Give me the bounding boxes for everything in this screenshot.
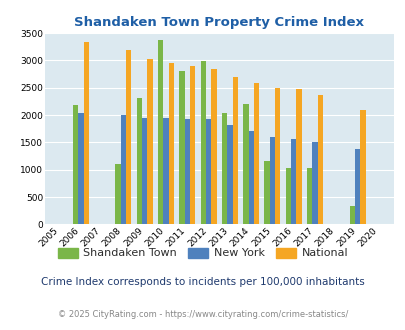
Bar <box>227 125 232 224</box>
Bar <box>317 95 322 224</box>
Bar <box>190 66 195 224</box>
Bar <box>115 164 120 224</box>
Bar <box>158 40 163 224</box>
Bar <box>311 142 317 224</box>
Text: © 2025 CityRating.com - https://www.cityrating.com/crime-statistics/: © 2025 CityRating.com - https://www.city… <box>58 310 347 319</box>
Bar <box>211 69 216 224</box>
Bar <box>200 61 205 224</box>
Bar <box>253 83 258 224</box>
Bar <box>83 42 89 224</box>
Bar <box>359 110 365 224</box>
Bar <box>275 88 280 224</box>
Bar <box>349 206 354 224</box>
Bar <box>264 161 269 224</box>
Bar <box>354 149 359 224</box>
Bar <box>142 118 147 224</box>
Bar <box>290 139 296 224</box>
Bar <box>179 71 184 224</box>
Bar <box>126 50 131 224</box>
Bar <box>232 77 237 224</box>
Bar <box>147 59 152 224</box>
Bar <box>168 63 174 224</box>
Bar <box>205 119 211 224</box>
Bar <box>285 168 290 224</box>
Bar <box>184 118 190 224</box>
Bar <box>78 113 83 224</box>
Bar <box>248 131 253 224</box>
Bar <box>72 106 78 224</box>
Bar <box>163 118 168 224</box>
Legend: Shandaken Town, New York, National: Shandaken Town, New York, National <box>53 243 352 263</box>
Bar <box>222 114 227 224</box>
Bar <box>296 89 301 224</box>
Title: Shandaken Town Property Crime Index: Shandaken Town Property Crime Index <box>74 16 363 29</box>
Bar <box>243 104 248 224</box>
Bar <box>136 98 142 224</box>
Bar <box>120 115 126 224</box>
Bar <box>269 137 275 224</box>
Text: Crime Index corresponds to incidents per 100,000 inhabitants: Crime Index corresponds to incidents per… <box>41 278 364 287</box>
Bar <box>306 168 311 224</box>
